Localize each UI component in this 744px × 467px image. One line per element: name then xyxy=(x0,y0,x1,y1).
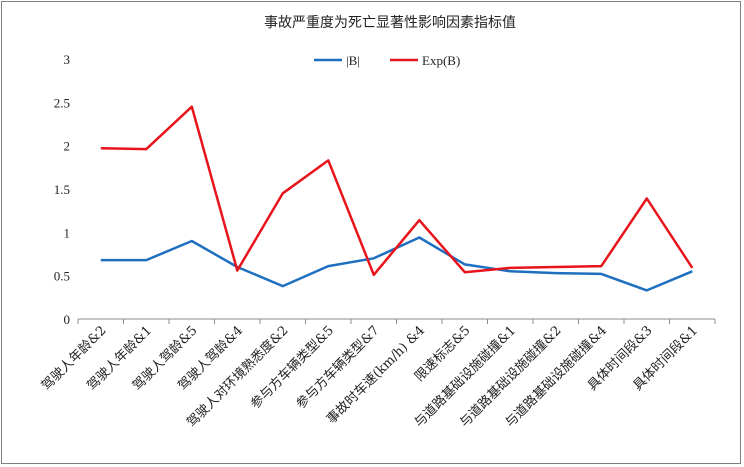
legend: |B| Exp(B) xyxy=(314,53,460,68)
axes xyxy=(77,318,716,324)
y-tick-label: 3 xyxy=(64,52,71,67)
y-tick-label: 2 xyxy=(64,139,71,154)
y-axis-ticks: 0 0.5 1 1.5 2 2.5 3 xyxy=(54,52,70,327)
legend-label-0: |B| xyxy=(346,53,360,68)
x-tick-label: 参与方车辆类型&5 xyxy=(247,323,337,413)
legend-label-1: Exp(B) xyxy=(422,53,460,68)
x-axis-ticks: 驾驶人年龄&2驾驶人年龄&1驾驶人驾龄&5驾驶人驾龄&4驾驶人对环境熟悉度&2参… xyxy=(39,323,701,431)
series-line-1 xyxy=(100,105,694,277)
y-tick-label: 0.5 xyxy=(54,269,70,284)
chart-title: 事故严重度为死亡显著性影响因素指标值 xyxy=(264,15,516,31)
y-tick-label: 1.5 xyxy=(54,182,70,197)
x-tick-label: 参与方车辆类型&7 xyxy=(293,323,383,413)
y-tick-label: 1 xyxy=(64,225,71,240)
y-tick-label: 0 xyxy=(64,312,71,327)
series-lines xyxy=(100,105,694,292)
y-tick-label: 2.5 xyxy=(54,95,70,110)
